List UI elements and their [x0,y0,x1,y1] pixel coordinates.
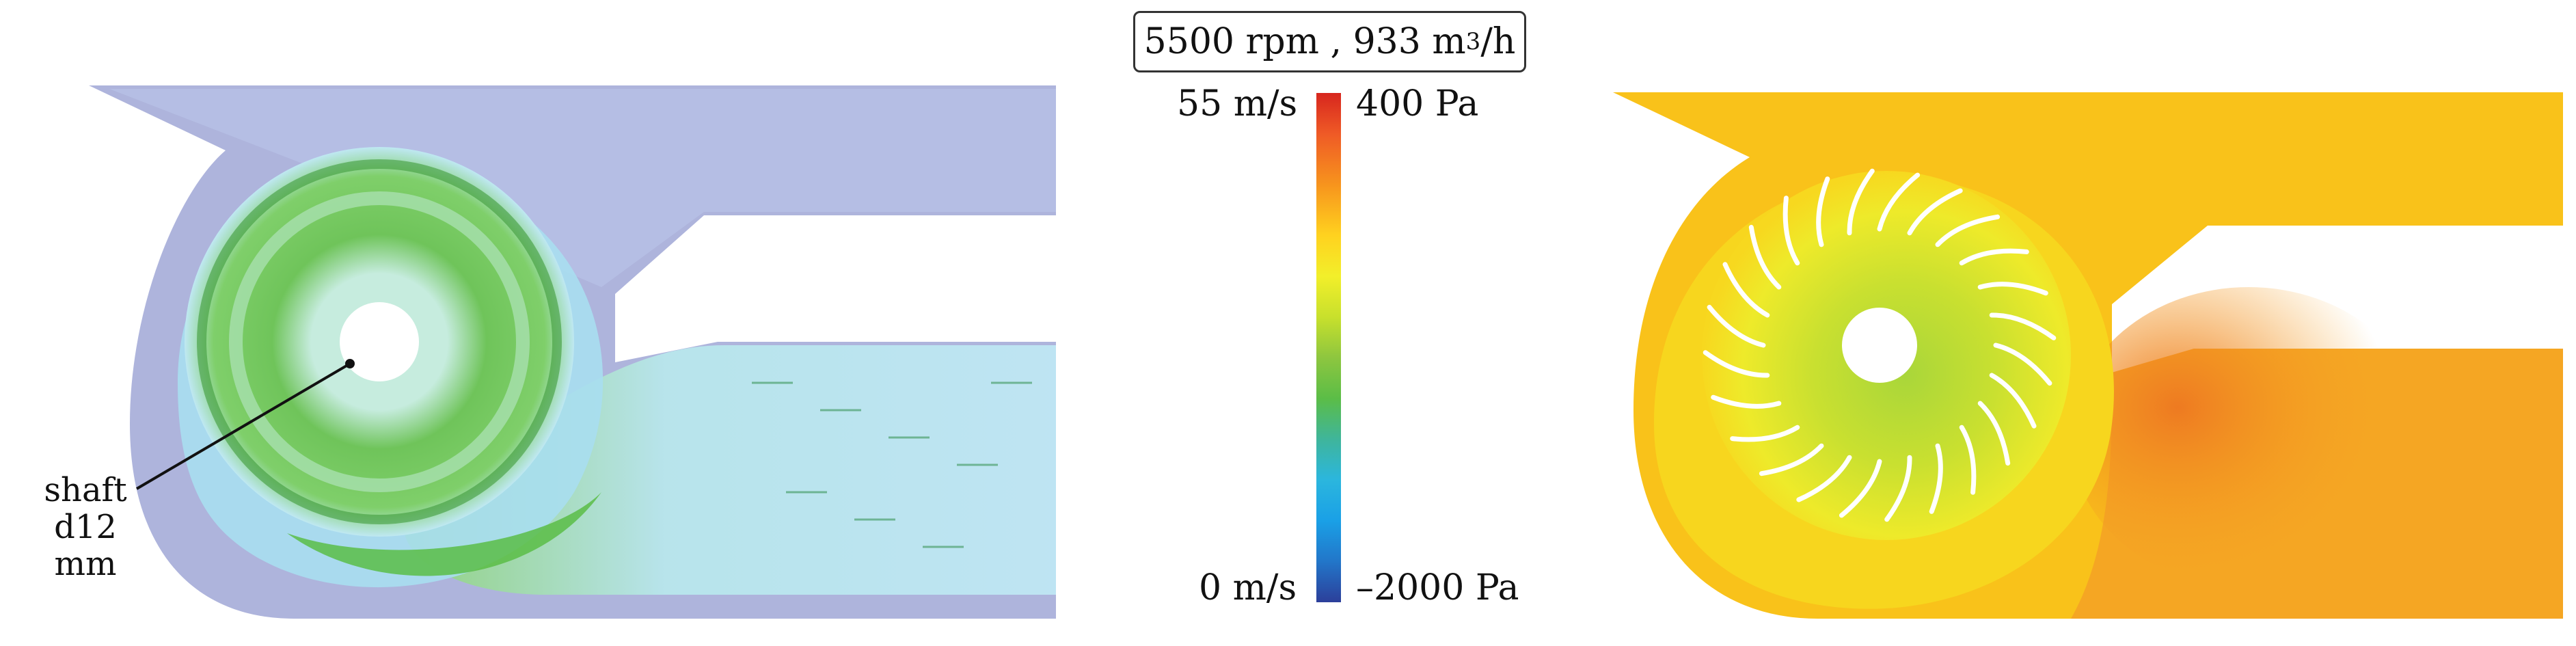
impeller-blade [1722,262,1770,318]
impeller-blade [1711,394,1782,409]
operating-point-box: 5500 rpm , 933 m 3/h [1133,11,1526,72]
shaft-leader-line [135,362,351,490]
shaft-callout: shaft d12 mm [27,472,144,582]
impeller-blade [1977,401,2011,466]
unit-tail: /h [1480,21,1516,62]
velocity-vectors [752,381,1032,548]
velocity-field-plot: shaft d12 mm [0,0,1107,646]
impeller-blade [1703,350,1770,378]
impeller-blade [1989,373,2037,429]
impeller-blade [1959,425,1977,495]
pressure-min-label: –2000 Pa [1356,567,1519,608]
shaft-leader-dot [345,359,355,368]
colorbar [1316,93,1341,602]
impeller-blade [1884,455,1912,522]
impeller-blade [1977,282,2048,296]
rotor-blades [1703,168,2057,522]
impeller-blade [1877,172,1921,232]
impeller-blade [1847,168,1875,236]
impeller-blade [1839,459,1882,518]
pressure-max-label: 400 Pa [1356,83,1479,124]
shaft-label: shaft [44,471,127,509]
volute-fast-zone [287,492,601,576]
impeller-blade [1993,342,2052,386]
shaft-hole [340,302,419,381]
impeller-blade [1935,214,2001,247]
impeller-blade [1959,248,2029,266]
impeller-blade [1759,443,1824,476]
impeller-blade [1816,176,1830,247]
pressure-field-svg [1613,92,2563,619]
impeller-blade [1730,425,1800,442]
blade-wake-ring [197,159,562,524]
shaft-diameter-label: d12 mm [54,508,117,583]
operating-point-text: 5500 rpm , 933 m [1143,21,1466,62]
pressure-shaft-hole [1842,308,1917,383]
impeller-blade [1748,224,1782,290]
unit-exponent: 3 [1465,28,1481,55]
velocity-max-label: 55 m/s [1177,83,1298,124]
pressure-field-plot [1592,0,2576,646]
inlet-band [109,89,1056,287]
velocity-field-svg [89,85,1056,619]
impeller-blade [1929,443,1943,514]
pressure-peak-zone [2071,287,2426,588]
impeller-blade [1707,304,1766,348]
velocity-min-label: 0 m/s [1199,567,1297,608]
impeller-blade [1907,188,1963,236]
impeller-blade [1796,455,1852,502]
impeller-blade [1989,312,2057,340]
impeller-blade [1782,196,1800,266]
